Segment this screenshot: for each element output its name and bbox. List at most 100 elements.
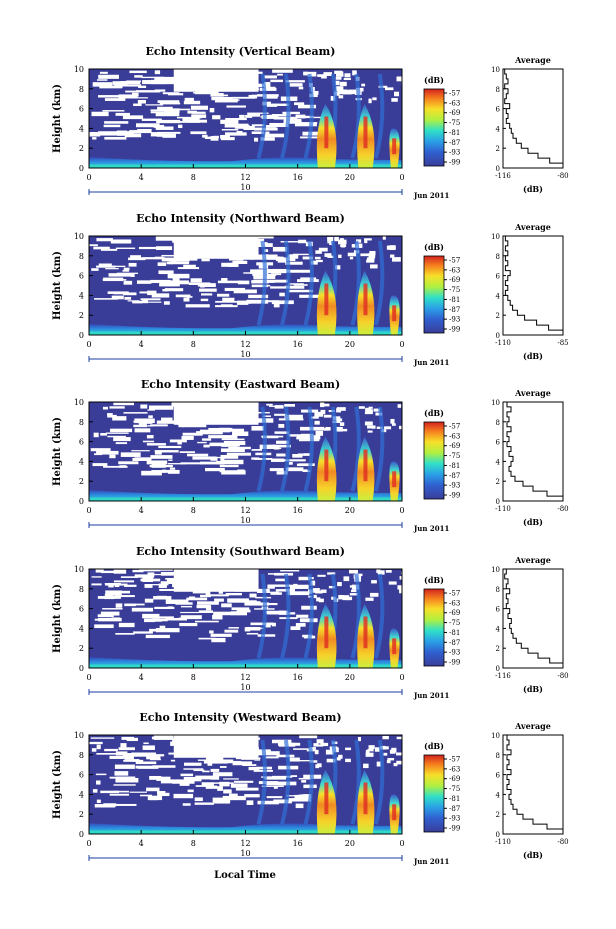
no-data-patch [288,283,304,285]
no-data-patch [96,780,101,785]
no-data-patch [371,425,376,429]
no-data-patch [264,75,277,79]
no-data-patch [142,440,155,443]
no-data-patch [187,453,209,457]
x-tick-label: 20 [345,506,355,515]
no-data-patch [339,422,345,426]
no-data-patch [151,463,166,468]
average-y-tick-label: 2 [496,811,500,819]
no-data-patch [266,796,283,799]
no-data-patch [93,246,110,250]
convective-streak [256,240,267,326]
colorbar-tick-label: -63 [449,99,460,107]
no-data-patch [246,800,254,805]
no-data-patch [128,257,146,261]
average-x-tick-label: -80 [557,505,568,513]
no-data-patch [130,255,142,260]
panel-title: Echo Intensity (Eastward Beam) [141,378,340,391]
average-y-tick-label: 10 [491,399,500,407]
no-data-patch [212,772,233,777]
no-data-patch [244,602,270,606]
no-data-patch [257,254,278,259]
date-label: Jun 2011 [413,191,450,200]
no-data-patch [123,412,148,414]
no-data-patch [288,289,314,293]
no-data-patch [335,73,344,77]
no-data-patch [315,430,324,436]
no-data-patch [178,124,183,129]
no-data-patch [250,269,266,274]
no-data-patch [349,256,354,260]
y-tick-label: 6 [79,605,84,614]
no-data-patch [300,277,317,280]
no-data-patch [349,593,358,596]
no-data-patch [251,124,265,127]
no-data-patch [390,418,395,424]
average-y-tick-label: 0 [496,831,500,839]
no-data-patch [112,416,127,421]
no-data-patch [232,761,253,766]
no-data-patch [298,86,304,90]
no-data-patch [96,744,101,750]
no-data-patch [267,584,291,587]
no-data-patch [157,262,167,266]
storm-core [363,616,368,649]
colorbar-tick-label: -69 [449,276,460,284]
no-data-patch [275,578,286,582]
no-data-patch [148,415,153,419]
no-data-patch [326,758,336,763]
no-data-patch [167,93,184,96]
no-data-patch [145,584,169,586]
no-data-patch [236,301,249,305]
no-data-patch [254,127,278,131]
no-data-patch [391,747,397,753]
x-tick-label: 8 [191,173,196,182]
no-data-patch [251,284,269,288]
no-data-patch [368,745,375,749]
no-data-patch [237,280,250,285]
no-data-patch [218,590,223,594]
no-data-patch [338,754,343,759]
no-data-patch [320,589,327,593]
date-marker-tick: 10 [240,683,250,692]
no-data-patch [222,800,231,803]
no-data-patch [91,111,109,117]
no-data-patch [141,76,165,79]
no-data-patch [172,258,190,262]
no-data-patch [285,261,303,265]
no-data-patch [287,592,310,596]
no-data-patch [191,111,206,114]
no-data-patch [173,735,259,758]
no-data-patch [140,298,161,301]
no-data-patch [98,263,112,267]
no-data-patch [236,609,251,613]
no-data-patch [365,597,374,601]
no-data-patch [121,736,135,740]
no-data-patch [216,460,224,465]
no-data-patch [189,596,196,599]
no-data-patch [269,405,283,407]
average-y-tick-label: 10 [491,732,500,740]
no-data-patch [314,411,324,417]
average-y-tick-label: 6 [496,772,501,780]
average-y-tick-label: 2 [496,478,500,486]
no-data-patch [316,739,324,744]
no-data-patch [397,404,402,408]
no-data-patch [366,259,375,263]
y-tick-label: 0 [79,164,84,173]
no-data-patch [135,123,160,128]
y-tick-label: 2 [79,644,84,653]
no-data-patch [316,597,321,602]
no-data-patch [94,618,112,621]
no-data-patch [271,114,291,117]
storm-core [363,782,368,815]
no-data-patch [294,122,317,127]
no-data-patch [251,280,269,284]
colorbar-tick-label: -99 [449,159,460,167]
no-data-patch [150,109,166,112]
no-data-patch [280,241,303,243]
no-data-patch [247,113,261,117]
no-data-patch [153,620,162,622]
no-data-patch [335,86,344,92]
colorbar-tick-label: -69 [449,442,460,450]
